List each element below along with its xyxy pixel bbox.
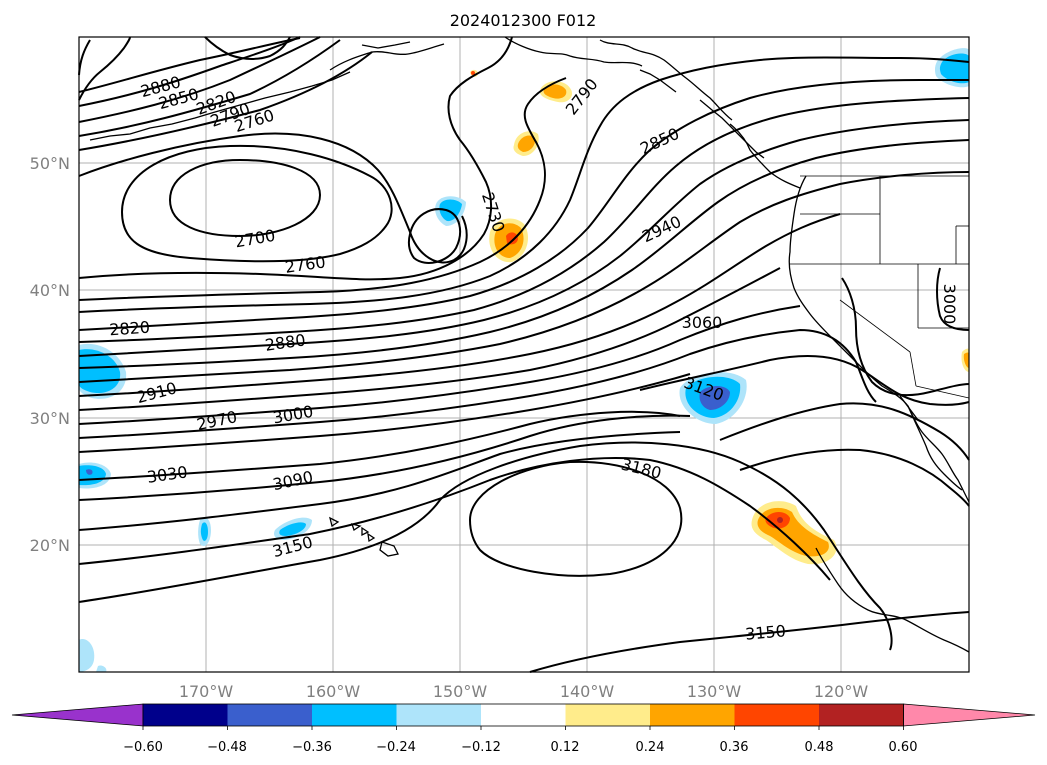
- latitude-labels: 50°N 40°N 30°N 20°N: [30, 154, 70, 555]
- figure-title: 2024012300 F012: [450, 11, 597, 30]
- lat-label: 40°N: [30, 281, 70, 300]
- lon-label: 120°W: [814, 682, 869, 701]
- colorbar-outline: [142, 703, 904, 727]
- colorbar-segment: [396, 704, 482, 726]
- colorbar-segment: [734, 704, 820, 726]
- colorbar-tick-label: 0.24: [636, 740, 665, 755]
- lat-label: 50°N: [30, 154, 70, 173]
- lon-label: 150°W: [433, 682, 488, 701]
- colorbar-tick-label: 0.12: [551, 740, 580, 755]
- contour-label: 3150: [744, 621, 786, 643]
- colorbar-segment: [819, 704, 904, 726]
- colorbar-tick-label: −0.48: [207, 740, 247, 755]
- lon-label: 160°W: [306, 682, 361, 701]
- contour-label: 2820: [109, 318, 151, 340]
- colorbar-extension-high: [903, 703, 1036, 727]
- height-contours: [78, 36, 970, 673]
- colorbar-tick-labels: −0.60 −0.48 −0.36 −0.24 −0.12 0.12 0.24 …: [123, 740, 917, 755]
- colorbar-segment: [481, 704, 566, 726]
- colorbar-segment: [565, 704, 651, 726]
- lat-label: 30°N: [30, 409, 70, 428]
- colorbar-tick-label: −0.60: [123, 740, 163, 755]
- colorbar-segment: [312, 704, 397, 726]
- colorbar-tick-label: 0.36: [720, 740, 749, 755]
- colorbar: [11, 703, 1036, 730]
- contour-label: 3060: [682, 313, 723, 332]
- colorbar-tick-label: 0.48: [805, 740, 834, 755]
- map-frame: [78, 36, 970, 673]
- colorbar-extension-low: [11, 703, 144, 727]
- colorbar-segment: [227, 704, 313, 726]
- lat-label: 20°N: [30, 536, 70, 555]
- colorbar-segment: [143, 704, 228, 726]
- longitude-labels: 170°W 160°W 150°W 140°W 130°W 120°W: [179, 682, 869, 701]
- colorbar-tick-label: −0.24: [376, 740, 416, 755]
- colorbar-tick-label: 0.60: [889, 740, 918, 755]
- colorbar-tick-label: −0.36: [292, 740, 332, 755]
- lon-label: 140°W: [560, 682, 615, 701]
- map-panel: 2880 2850 2820 2790 2760 2700 2760 2730 …: [78, 36, 970, 673]
- contour-label: 3000: [940, 284, 959, 325]
- lon-label: 130°W: [687, 682, 742, 701]
- lon-label: 170°W: [179, 682, 234, 701]
- colorbar-segment: [650, 704, 735, 726]
- colorbar-tick-label: −0.12: [461, 740, 501, 755]
